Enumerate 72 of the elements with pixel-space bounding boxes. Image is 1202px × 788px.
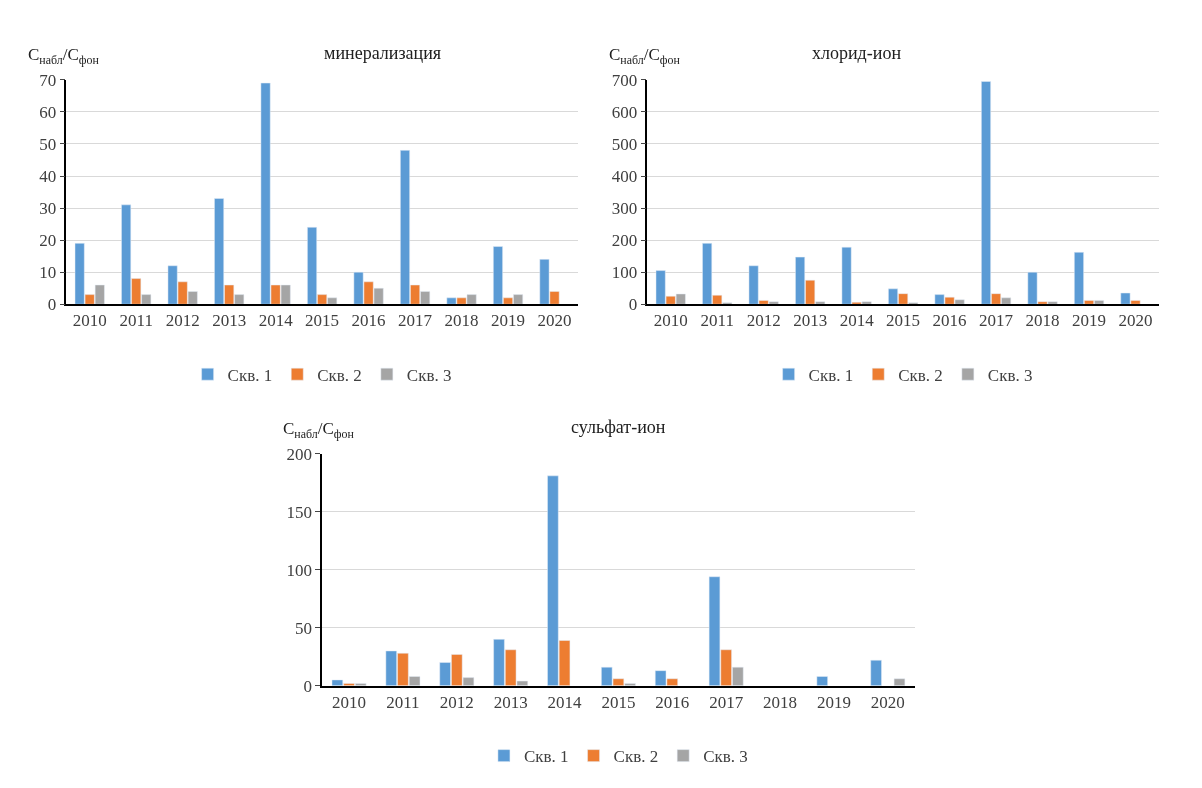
x-tick-label: 2018: [444, 311, 479, 331]
x-tick-label: 2013: [493, 692, 528, 712]
y-tick-label: 10: [39, 263, 57, 283]
x-tick-label: 2012: [165, 311, 200, 331]
x-tick-label: 2010: [653, 311, 688, 331]
y-tick-label: 60: [39, 102, 57, 122]
y-tick-label: 100: [286, 560, 312, 580]
y-tick-label: 0: [628, 295, 638, 315]
x-tick-label: 2016: [932, 311, 967, 331]
legend-label: Скв. 1: [808, 365, 854, 385]
x-tick-label: 2011: [119, 311, 153, 331]
x-tick-label: 2014: [839, 311, 875, 331]
bar: [893, 678, 906, 686]
x-tick-label: 2017: [709, 692, 744, 712]
legend-label: Скв. 1: [523, 747, 569, 767]
x-tick-label: 2015: [601, 692, 636, 712]
y-tick-label: 300: [611, 199, 638, 219]
x-tick-label: 2019: [491, 311, 526, 331]
y-axis-title: C$_{набл}$/C$_{фон}$: [28, 45, 100, 67]
x-tick-label: 2015: [886, 311, 921, 331]
x-tick-label: 2010: [332, 692, 367, 712]
y-tick-label: 50: [39, 134, 57, 154]
y-tick-label: 0: [303, 676, 312, 696]
y-tick-label: 150: [286, 502, 312, 522]
y-tick-label: 0: [47, 295, 57, 315]
y-tick-label: 500: [611, 134, 638, 154]
x-tick-label: 2010: [72, 311, 107, 331]
legend-label: Скв. 2: [613, 747, 659, 767]
x-tick-label: 2018: [763, 692, 798, 712]
x-tick-label: 2020: [870, 692, 905, 712]
x-tick-label: 2020: [537, 311, 572, 331]
x-tick-label: 2014: [258, 311, 294, 331]
chart-title: хлорид-ион: [812, 43, 902, 63]
legend-label: Скв. 2: [317, 365, 362, 385]
y-tick-label: 30: [39, 199, 57, 219]
x-tick-label: 2011: [386, 692, 420, 712]
y-axis-title: C$_{набл}$/C$_{фон}$: [283, 419, 355, 441]
y-axis-title: C$_{набл}$/C$_{фон}$: [609, 45, 681, 67]
legend-label: Скв. 1: [227, 365, 273, 385]
x-tick-label: 2012: [439, 692, 474, 712]
x-tick-label: 2013: [212, 311, 247, 331]
x-tick-label: 2012: [746, 311, 781, 331]
y-tick-label: 200: [611, 231, 638, 251]
x-tick-label: 2015: [305, 311, 340, 331]
x-tick-label: 2019: [816, 692, 851, 712]
x-tick-label: 2020: [1118, 311, 1153, 331]
y-tick-label: 400: [611, 166, 638, 186]
legend-label: Скв. 3: [703, 747, 748, 767]
y-tick-label: 40: [39, 166, 57, 186]
y-tick-label: 200: [286, 444, 312, 464]
y-tick-label: 700: [611, 70, 638, 90]
x-tick-label: 2017: [398, 311, 433, 331]
legend-label: Скв. 2: [898, 365, 943, 385]
chart-title: минерализация: [324, 43, 442, 63]
bar: [816, 676, 828, 686]
legend-label: Скв. 3: [987, 365, 1033, 385]
x-tick-label: 2014: [547, 692, 583, 712]
x-tick-label: 2011: [700, 311, 734, 331]
chart-title: сульфат-ион: [571, 417, 666, 437]
x-tick-label: 2013: [793, 311, 828, 331]
x-tick-label: 2016: [655, 692, 690, 712]
y-tick-label: 20: [39, 231, 57, 251]
x-tick-label: 2019: [1072, 311, 1107, 331]
y-tick-label: 50: [294, 618, 312, 638]
bar: [870, 659, 882, 686]
legend-label: Скв. 3: [406, 365, 452, 385]
x-tick-label: 2016: [351, 311, 386, 331]
x-tick-label: 2017: [979, 311, 1014, 331]
y-tick-label: 600: [611, 102, 638, 122]
x-tick-label: 2018: [1025, 311, 1060, 331]
y-tick-label: 100: [611, 263, 638, 283]
y-tick-label: 70: [39, 70, 57, 90]
